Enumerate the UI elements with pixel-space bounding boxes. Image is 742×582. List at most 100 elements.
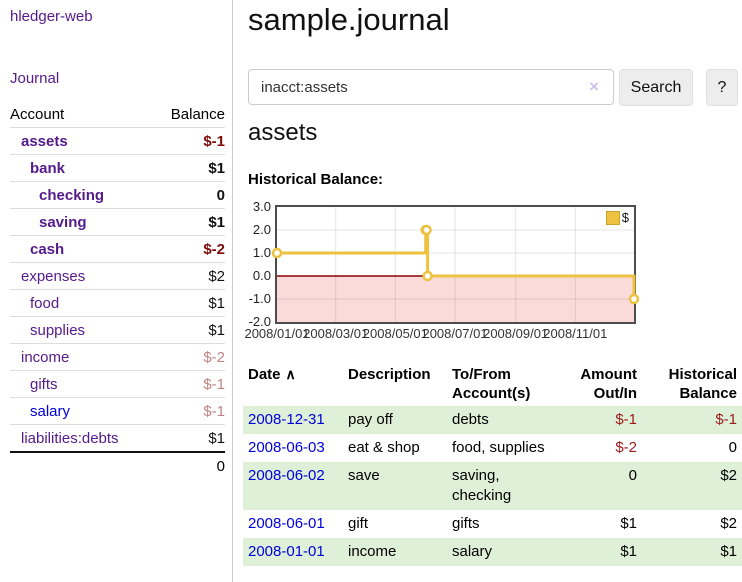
tx-amount: 0 — [628, 467, 637, 484]
account-balance: $-2 — [203, 349, 225, 366]
chart-x-axis-label: 2008/03/01 — [303, 326, 369, 341]
clear-search-icon[interactable]: × — [589, 77, 599, 96]
tx-balance: $2 — [720, 467, 737, 484]
account-balance: $1 — [208, 322, 225, 339]
account-row: cash $-2 — [10, 235, 225, 263]
account-name-link[interactable]: cash — [30, 241, 65, 258]
chart-x-axis-label: 2008/01/01 — [244, 326, 310, 341]
chart-svg — [271, 207, 640, 322]
register-table: Date ∧ Description To/From Account(s) Amo… — [243, 363, 742, 566]
tx-description: pay off — [348, 411, 393, 428]
account-row: expenses $2 — [10, 262, 225, 290]
account-row: saving $1 — [10, 208, 225, 236]
account-row: income $-2 — [10, 343, 225, 371]
chart-y-axis-label: -1.0 — [248, 291, 271, 306]
tx-balance: $-1 — [715, 411, 737, 428]
tx-amount: $1 — [620, 515, 637, 532]
column-header-amount: Amount Out/In — [580, 366, 637, 402]
account-name-link[interactable]: checking — [39, 187, 105, 204]
tx-accounts: salary — [452, 543, 493, 560]
nav-journal-link[interactable]: Journal — [10, 70, 60, 87]
chart-x-axis-label: 2008/11/01 — [543, 326, 608, 341]
account-name-link[interactable]: assets — [21, 133, 68, 150]
account-name-link[interactable]: income — [21, 349, 70, 366]
account-row: assets $-1 — [10, 127, 225, 155]
register-row: 2008-06-03 eat & shop food, supplies $-2… — [243, 434, 742, 462]
chart-y-axis-label: 2.0 — [252, 222, 271, 237]
chart-y-axis-label: 0.0 — [252, 268, 271, 283]
sort-asc-icon: ∧ — [285, 366, 296, 382]
chart-section-label: Historical Balance: — [248, 171, 384, 188]
account-balance: $1 — [208, 160, 225, 177]
tx-description: income — [348, 543, 397, 560]
tx-amount: $1 — [620, 543, 637, 560]
account-name-link[interactable]: bank — [30, 160, 66, 177]
account-balance: $1 — [208, 295, 225, 312]
tx-balance: 0 — [728, 439, 737, 456]
register-row: 2008-01-01 income salary $1 $1 — [243, 538, 742, 566]
account-row: checking 0 — [10, 181, 225, 209]
date-header-label: Date — [248, 366, 281, 383]
account-name-link[interactable]: expenses — [21, 268, 86, 285]
chart-legend: $ — [603, 209, 631, 226]
chart-y-axis-label: 3.0 — [252, 199, 271, 214]
total-row: 0 — [10, 451, 225, 479]
tx-date-link[interactable]: 2008-12-31 — [248, 411, 325, 428]
register-row: 2008-12-31 pay off debts $-1 $-1 — [243, 406, 742, 434]
account-row: food $1 — [10, 289, 225, 317]
register-row: 2008-06-02 save saving, checking 0 $2 — [243, 462, 742, 510]
account-balance: $-2 — [203, 241, 225, 258]
account-name-link[interactable]: food — [30, 295, 60, 312]
tx-accounts: debts — [452, 411, 489, 428]
account-name-link[interactable]: saving — [39, 214, 87, 231]
chart-plot-area: $ — [271, 205, 640, 324]
brand-link[interactable]: hledger-web — [10, 8, 93, 25]
tx-accounts: saving, checking — [452, 467, 512, 504]
tx-accounts: gifts — [452, 515, 480, 532]
account-balance: $-1 — [203, 376, 225, 393]
account-name-link[interactable]: salary — [30, 403, 71, 420]
tx-date-link[interactable]: 2008-06-03 — [248, 439, 325, 456]
tx-description: eat & shop — [348, 439, 420, 456]
account-name-link[interactable]: gifts — [30, 376, 58, 393]
sidebar: hledger-web Journal Account Balance asse… — [0, 0, 233, 582]
tx-date-link[interactable]: 2008-01-01 — [248, 543, 325, 560]
account-column-header: Account — [10, 106, 65, 123]
chart-y-axis-label: -2.0 — [248, 314, 271, 329]
tx-description: gift — [348, 515, 369, 532]
search-input[interactable] — [248, 69, 614, 105]
tx-accounts: food, supplies — [452, 439, 545, 456]
account-row: liabilities:debts $1 — [10, 424, 225, 452]
account-row: gifts $-1 — [10, 370, 225, 398]
account-balance: $1 — [208, 430, 225, 447]
account-row: supplies $1 — [10, 316, 225, 344]
tx-amount: $-1 — [615, 411, 637, 428]
page-title: sample.journal — [248, 2, 450, 37]
account-balance: 0 — [216, 187, 225, 204]
tx-balance: $2 — [720, 515, 737, 532]
account-balance: $-1 — [203, 403, 225, 420]
account-row: salary $-1 — [10, 397, 225, 425]
account-row: bank $1 — [10, 154, 225, 182]
column-header-date[interactable]: Date ∧ — [243, 363, 343, 406]
legend-swatch-icon — [605, 210, 620, 225]
account-balance: $-1 — [203, 133, 225, 150]
tx-balance: $1 — [720, 543, 737, 560]
tx-date-link[interactable]: 2008-06-01 — [248, 515, 325, 532]
account-name-link[interactable]: supplies — [30, 322, 86, 339]
tx-date-link[interactable]: 2008-06-02 — [248, 467, 325, 484]
column-header-balance: Historical Balance — [668, 366, 737, 402]
help-button[interactable]: ? — [706, 69, 738, 106]
tx-description: save — [348, 467, 380, 484]
column-header-accounts: To/From Account(s) — [452, 366, 531, 402]
search-button[interactable]: Search — [619, 69, 693, 106]
account-balance: $1 — [208, 214, 225, 231]
account-name-link[interactable]: liabilities:debts — [21, 430, 119, 447]
account-heading: assets — [248, 119, 318, 146]
balance-column-header: Balance — [170, 106, 225, 123]
register-row: 2008-06-01 gift gifts $1 $2 — [243, 510, 742, 538]
column-header-description: Description — [348, 366, 431, 383]
account-tree-table: Account Balance assets $-1 bank $1 check… — [10, 101, 225, 479]
total-balance: 0 — [153, 451, 225, 479]
legend-label: $ — [621, 210, 629, 225]
